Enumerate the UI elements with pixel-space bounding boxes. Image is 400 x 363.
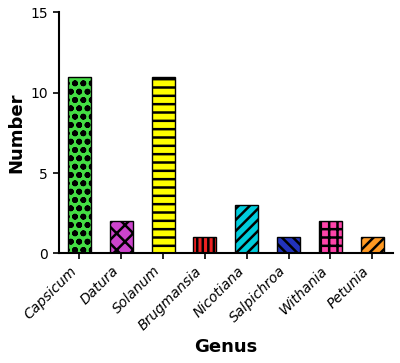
- Bar: [152, 77, 174, 253]
- Bar: [235, 205, 258, 253]
- Bar: [193, 237, 216, 253]
- Bar: [361, 237, 384, 253]
- Bar: [277, 237, 300, 253]
- Bar: [68, 77, 91, 253]
- Y-axis label: Number: Number: [7, 93, 25, 173]
- Bar: [319, 221, 342, 253]
- X-axis label: Genus: Genus: [194, 338, 258, 356]
- Bar: [110, 221, 133, 253]
